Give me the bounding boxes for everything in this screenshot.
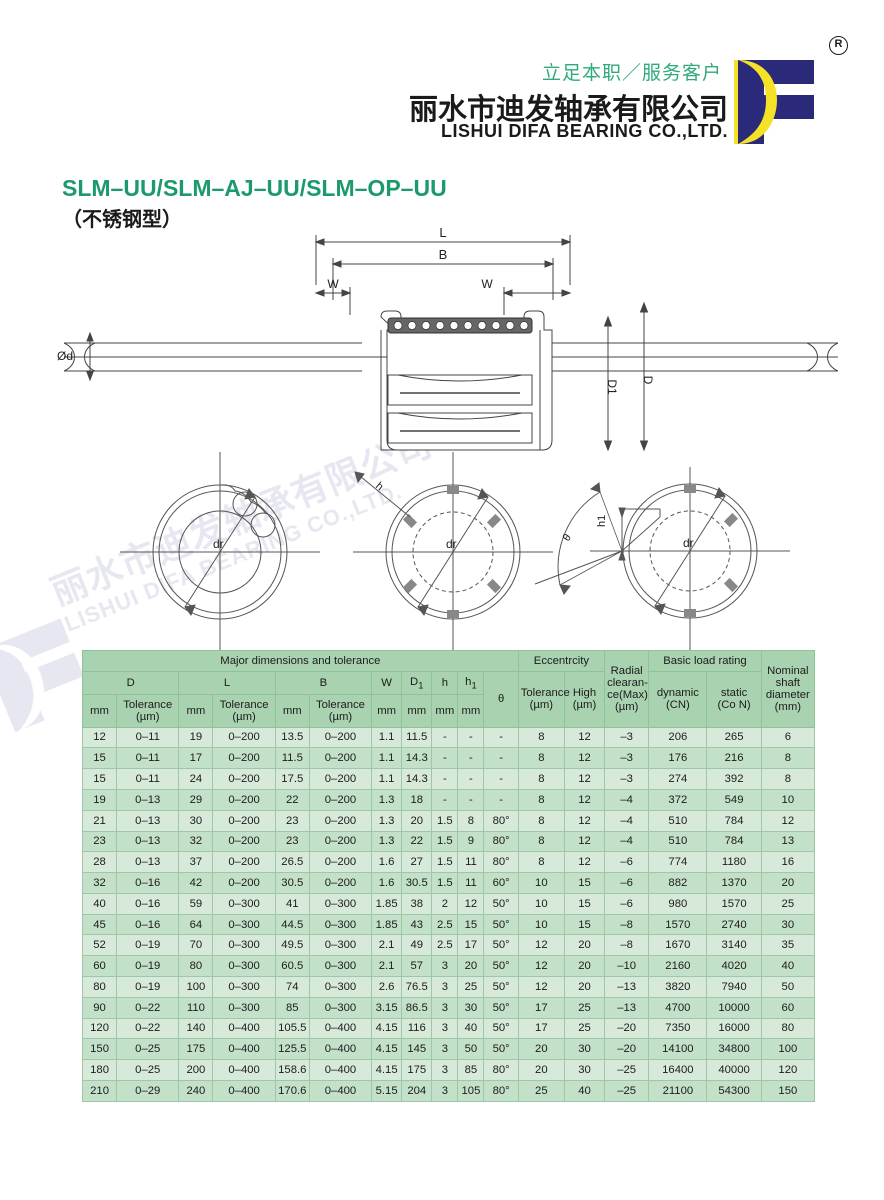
svg-text:dr: dr — [446, 537, 457, 551]
svg-text:L: L — [439, 225, 446, 240]
svg-text:B: B — [439, 247, 448, 262]
svg-text:dr: dr — [683, 536, 694, 550]
svg-text:D1: D1 — [605, 379, 619, 395]
svg-text:Ød: Ød — [57, 349, 73, 363]
svg-text:h: h — [373, 480, 385, 493]
svg-text:dr: dr — [213, 537, 224, 551]
svg-text:W: W — [327, 277, 339, 291]
svg-text:W: W — [481, 277, 493, 291]
svg-text:θ: θ — [561, 532, 574, 544]
svg-text:h1: h1 — [596, 515, 608, 527]
svg-text:D: D — [641, 376, 655, 385]
